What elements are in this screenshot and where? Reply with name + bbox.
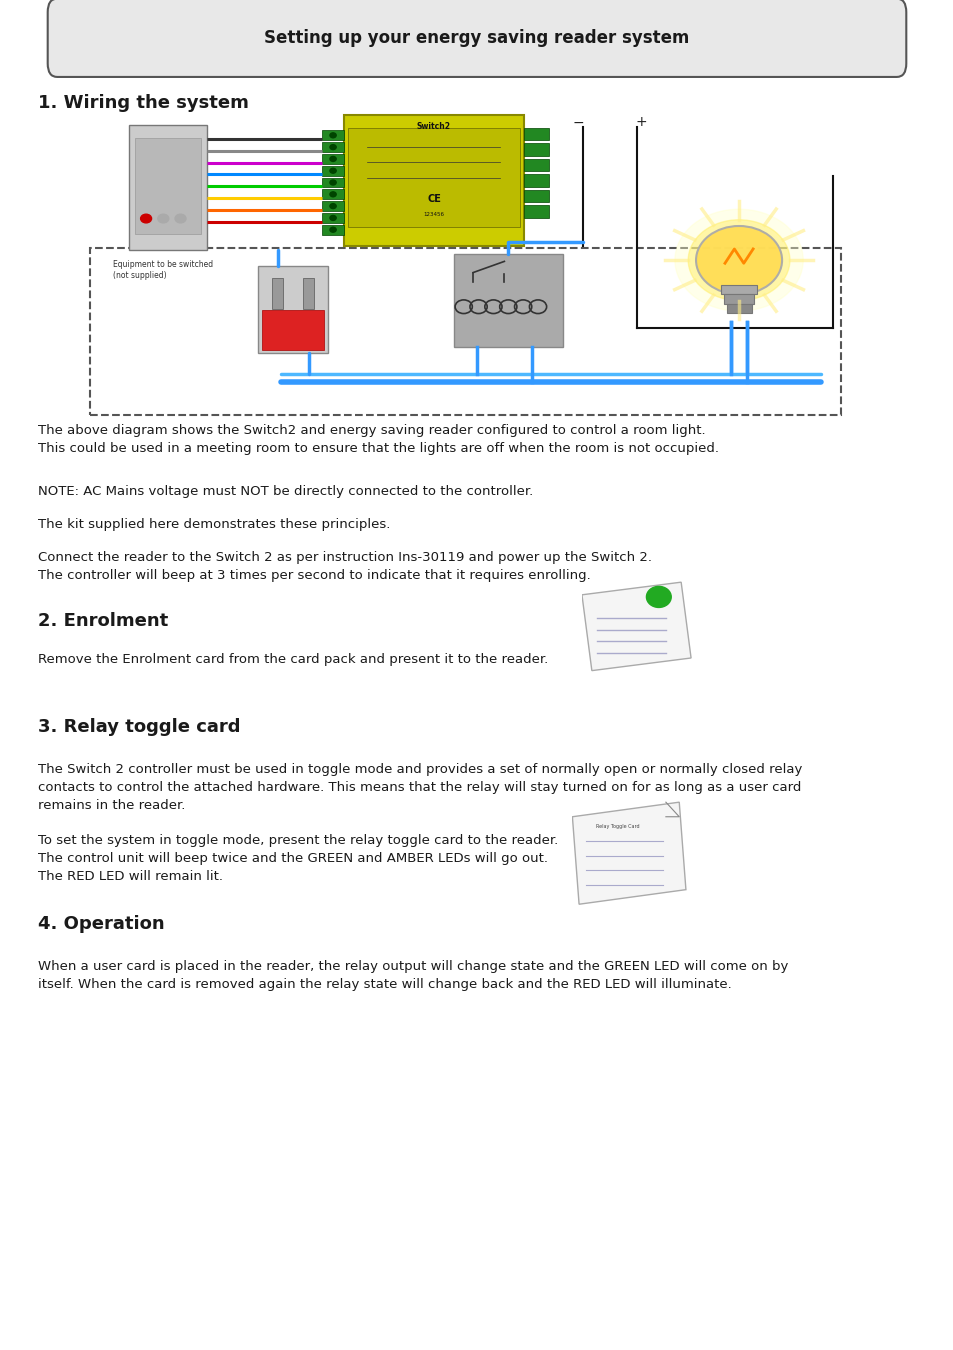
Circle shape <box>330 169 335 173</box>
Text: 3. Relay toggle card: 3. Relay toggle card <box>38 718 240 736</box>
Text: To set the system in toggle mode, present the relay toggle card to the reader.
T: To set the system in toggle mode, presen… <box>38 834 558 883</box>
Bar <box>523 159 548 171</box>
Circle shape <box>174 215 186 223</box>
Polygon shape <box>572 802 685 905</box>
Bar <box>322 178 344 188</box>
Bar <box>322 213 344 223</box>
Circle shape <box>330 227 335 232</box>
Polygon shape <box>581 582 690 671</box>
Text: 4. Operation: 4. Operation <box>38 915 165 933</box>
Text: Remove the Enrolment card from the card pack and present it to the reader.: Remove the Enrolment card from the card … <box>38 653 548 667</box>
Text: Setting up your energy saving reader system: Setting up your energy saving reader sys… <box>264 30 689 47</box>
Text: CE: CE <box>427 194 440 204</box>
Bar <box>523 128 548 140</box>
Text: The kit supplied here demonstrates these principles.: The kit supplied here demonstrates these… <box>38 518 390 532</box>
Bar <box>523 205 548 217</box>
Text: The above diagram shows the Switch2 and energy saving reader configured to contr: The above diagram shows the Switch2 and … <box>38 424 719 455</box>
Circle shape <box>330 180 335 185</box>
Bar <box>322 131 344 140</box>
Bar <box>344 116 523 246</box>
Circle shape <box>330 216 335 220</box>
Bar <box>135 138 201 234</box>
Text: +: + <box>635 116 646 130</box>
Bar <box>726 304 751 313</box>
Circle shape <box>330 204 335 209</box>
Circle shape <box>330 132 335 138</box>
Bar <box>272 278 283 309</box>
Bar <box>261 310 324 350</box>
Bar <box>523 174 548 186</box>
Bar <box>322 142 344 153</box>
Text: The Switch 2 controller must be used in toggle mode and provides a set of normal: The Switch 2 controller must be used in … <box>38 763 801 811</box>
Text: NOTE: AC Mains voltage must NOT be directly connected to the controller.: NOTE: AC Mains voltage must NOT be direc… <box>38 485 533 498</box>
Text: 1. Wiring the system: 1. Wiring the system <box>38 95 249 112</box>
Text: When a user card is placed in the reader, the relay output will change state and: When a user card is placed in the reader… <box>38 960 788 991</box>
Bar <box>453 254 562 347</box>
Circle shape <box>330 157 335 162</box>
Bar <box>322 224 344 235</box>
Circle shape <box>140 215 152 223</box>
Text: Relay Toggle Card: Relay Toggle Card <box>596 824 639 829</box>
Text: Connect the reader to the Switch 2 as per instruction Ins-30119 and power up the: Connect the reader to the Switch 2 as pe… <box>38 551 652 582</box>
Bar <box>720 285 756 294</box>
Text: 123456: 123456 <box>423 212 444 217</box>
Circle shape <box>696 225 781 294</box>
Circle shape <box>646 586 671 608</box>
Bar <box>129 126 207 250</box>
Circle shape <box>157 215 169 223</box>
Text: −: − <box>573 116 584 130</box>
Bar <box>322 154 344 163</box>
Circle shape <box>330 144 335 150</box>
Circle shape <box>687 220 789 301</box>
Bar <box>723 294 753 304</box>
Bar <box>257 266 328 354</box>
Text: Switch2: Switch2 <box>416 122 451 131</box>
Circle shape <box>330 192 335 197</box>
Bar <box>90 248 840 416</box>
Bar <box>322 189 344 200</box>
Text: Equipment to be switched
(not supplied): Equipment to be switched (not supplied) <box>113 261 213 279</box>
Bar <box>322 166 344 176</box>
Bar <box>348 128 519 227</box>
Circle shape <box>674 209 802 310</box>
Bar <box>523 143 548 155</box>
Bar <box>303 278 314 309</box>
Bar <box>523 190 548 202</box>
Text: 2. Enrolment: 2. Enrolment <box>38 612 169 629</box>
Bar <box>322 201 344 211</box>
